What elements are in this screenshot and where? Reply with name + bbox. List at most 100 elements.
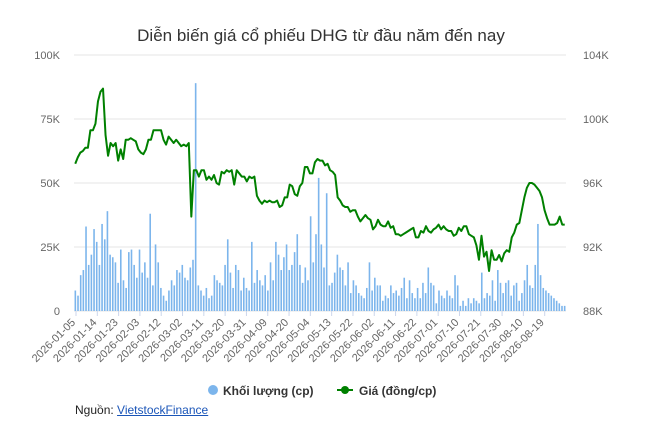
volume-bar (344, 285, 347, 311)
volume-bar (472, 298, 475, 311)
volume-bar (537, 223, 539, 311)
volume-bar (245, 287, 248, 311)
left-axis-ticks: 0 25K 50K 75K 100K (34, 50, 60, 318)
volume-bar (234, 264, 237, 311)
volume-bar (141, 272, 143, 311)
volume-bar (309, 216, 312, 311)
volume-bar (200, 290, 202, 311)
right-tick-label: 92K (583, 242, 603, 254)
volume-bar (505, 282, 507, 311)
volume-bar (136, 277, 138, 311)
legend-price-marker (341, 386, 349, 394)
volume-bar (545, 290, 547, 311)
source-link[interactable]: VietstockFinance (117, 403, 209, 417)
volume-bar (74, 290, 77, 311)
volume-bar (173, 285, 176, 311)
volume-bar (403, 277, 406, 311)
volume-bar (184, 277, 186, 311)
volume-bar (210, 295, 213, 311)
volume-bar (109, 254, 111, 311)
volume-bar (398, 295, 400, 311)
source-note: Nguồn: VietstockFinance (75, 403, 208, 417)
volume-bar (114, 262, 117, 311)
volume-bar (213, 275, 216, 311)
volume-bar (561, 305, 563, 311)
volume-bar (133, 264, 135, 311)
volume-bar (480, 272, 483, 311)
legend-volume-label[interactable]: Khối lượng (cp) (223, 384, 314, 398)
volume-bar (242, 277, 245, 311)
volume-bar (478, 303, 480, 311)
grid-lines (74, 54, 566, 312)
volume-bar (400, 287, 403, 311)
volume-bar (162, 295, 165, 311)
volume-bar (125, 287, 127, 311)
left-tick-label: 50K (40, 178, 60, 190)
volume-bar (264, 275, 266, 311)
volume-bar (283, 257, 285, 311)
volume-bar (518, 300, 520, 311)
volume-bar (240, 290, 242, 311)
volume-bar (470, 303, 472, 311)
volume-bar (232, 287, 234, 311)
price-line-layer (74, 87, 565, 272)
volume-bar (149, 213, 151, 311)
volume-bar (456, 285, 459, 311)
volume-bar (128, 252, 130, 311)
volume-bar (138, 249, 141, 311)
volume-bar (486, 293, 488, 311)
volume-bar (395, 290, 397, 311)
volume-bar (497, 270, 499, 311)
volume-bar (494, 300, 496, 311)
volume-bar (178, 272, 181, 311)
volume-bar (323, 267, 325, 311)
volume-bar (331, 282, 333, 311)
volume-bar (499, 282, 502, 311)
legend-price-label[interactable]: Giá (đồng/cp) (359, 384, 436, 398)
volume-bar (256, 270, 258, 311)
volume-bar (475, 300, 478, 311)
right-tick-label: 104K (583, 50, 609, 62)
volume-bar (189, 267, 192, 311)
volume-bar (218, 282, 221, 311)
volume-bar (360, 295, 363, 311)
volume-bar (259, 280, 261, 311)
volume-bar (526, 264, 529, 311)
volume-bar (427, 267, 430, 311)
volume-bar (352, 280, 355, 311)
volume-bar (144, 262, 146, 311)
volume-bar (272, 280, 274, 311)
volume-bar (157, 262, 160, 311)
volume-bar (119, 249, 122, 311)
volume-bar (285, 244, 288, 311)
volume-bar (87, 264, 90, 311)
volume-bar (251, 241, 253, 311)
volume-bar (325, 193, 328, 311)
volume-bar (194, 83, 197, 311)
volume-bar (563, 305, 566, 311)
volume-bar (336, 254, 339, 311)
left-tick-label: 0 (54, 306, 60, 318)
volume-bar (507, 280, 510, 311)
volume-bar (103, 239, 106, 311)
volume-bar (454, 275, 456, 311)
volume-bar (202, 295, 205, 311)
source-label: Nguồn: (75, 403, 114, 417)
volume-bar (293, 252, 296, 311)
volume-bar (365, 287, 368, 311)
price-volume-chart: Diễn biến giá cổ phiếu DHG từ đầu năm đế… (30, 26, 610, 398)
volume-bar (464, 305, 467, 311)
volume-bar (101, 223, 103, 311)
volume-bar (317, 177, 320, 311)
legend[interactable]: Khối lượng (cp) Giá (đồng/cp) (208, 384, 436, 398)
volume-bar (392, 293, 395, 311)
volume-bar (111, 257, 114, 311)
volume-bar (555, 300, 558, 311)
volume-bar (312, 262, 315, 311)
volume-bar (363, 298, 365, 311)
volume-bar (406, 298, 408, 311)
volume-bar (371, 290, 373, 311)
volume-bar (170, 280, 173, 311)
volume-bar (208, 298, 210, 311)
volume-bar (382, 300, 384, 311)
